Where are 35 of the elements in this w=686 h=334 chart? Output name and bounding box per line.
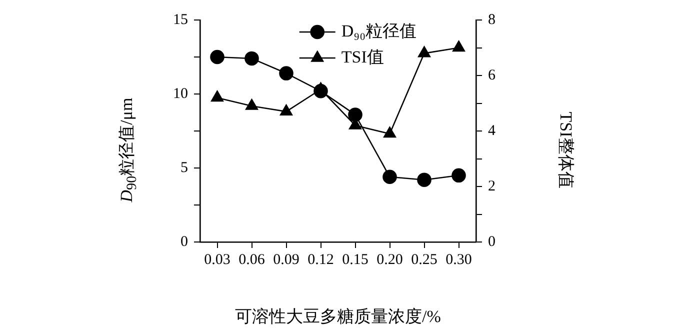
x-tick-label: 0.15 xyxy=(342,252,368,268)
x-tick-label: 0.09 xyxy=(273,252,300,268)
y-tick-label: 10 xyxy=(173,86,188,102)
point xyxy=(452,168,466,183)
y2-axis-title: TSI整体值 xyxy=(556,112,576,188)
point xyxy=(210,50,224,64)
point xyxy=(417,172,432,187)
y2-tick-label: 2 xyxy=(488,178,496,194)
y2-tick-label: 0 xyxy=(488,234,496,250)
point xyxy=(382,170,397,184)
point xyxy=(348,108,362,122)
y-tick-label: 5 xyxy=(180,160,188,176)
y2-tick-label: 6 xyxy=(488,67,496,84)
point xyxy=(314,84,328,98)
x-tick-label: 0.20 xyxy=(376,252,403,268)
y2-tick-label: 4 xyxy=(488,122,496,139)
x-tick-label: 0.06 xyxy=(238,252,266,268)
point xyxy=(210,90,224,102)
point xyxy=(279,66,294,80)
point xyxy=(383,126,396,138)
point xyxy=(452,40,466,52)
legend-label: TSI值 xyxy=(341,47,384,66)
point xyxy=(244,51,259,66)
x-tick-label: 0.03 xyxy=(204,252,230,268)
point xyxy=(418,46,431,58)
y2-tick-label: 8 xyxy=(488,12,496,28)
x-tick-label: 0.12 xyxy=(308,252,334,268)
y-tick-label: 0 xyxy=(180,234,188,250)
x-axis-title: 可溶性大豆多糖质量浓度/% xyxy=(234,306,442,328)
x-tick-label: 0.25 xyxy=(411,252,438,268)
y-tick-label: 15 xyxy=(173,12,188,28)
point xyxy=(280,104,293,116)
point xyxy=(245,98,258,110)
x-tick-label: 0.30 xyxy=(446,252,472,268)
legend-label: D₉₀粒径值 xyxy=(341,21,416,40)
